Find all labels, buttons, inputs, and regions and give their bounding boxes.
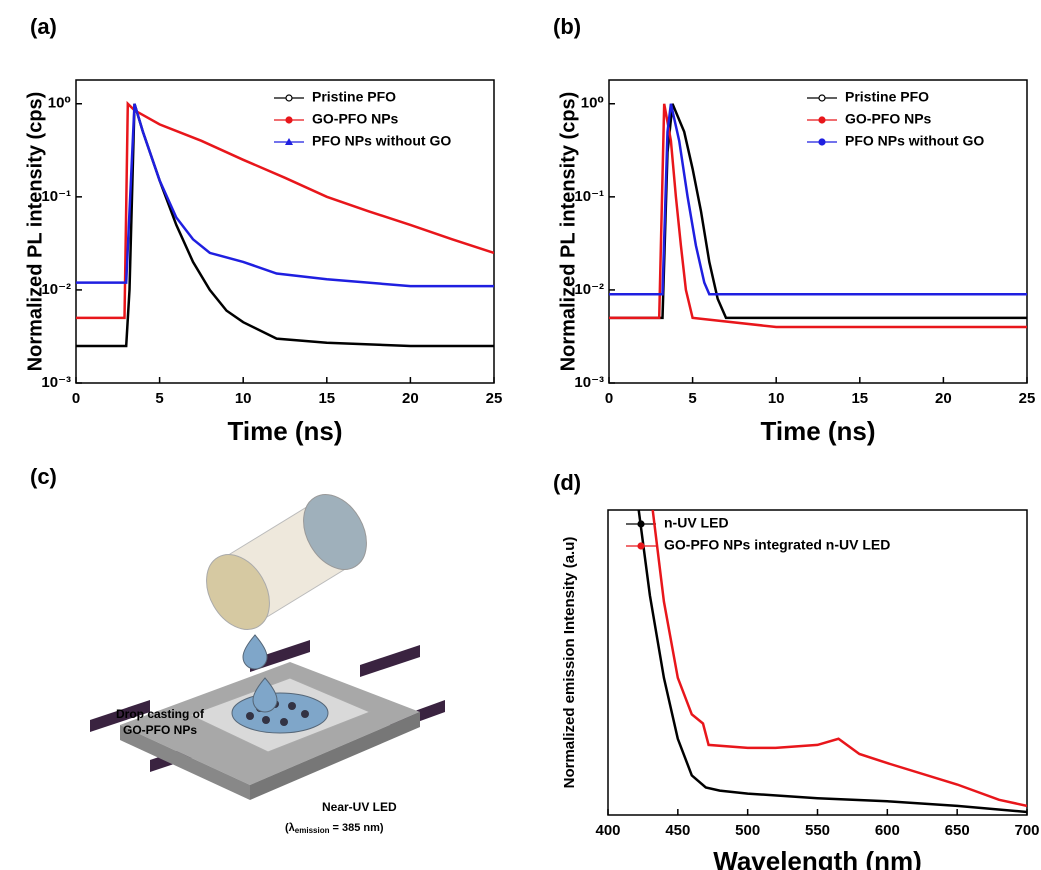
x-tick-label: 10	[768, 390, 785, 407]
panel-label: (c)	[30, 464, 57, 489]
x-tick-label: 0	[605, 390, 613, 407]
plot-frame	[75, 79, 495, 384]
x-tick-label: 20	[402, 390, 419, 407]
legend-marker	[818, 138, 826, 146]
x-tick-label: 20	[935, 390, 952, 407]
legend-marker	[818, 94, 826, 102]
y-tick-label: 10⁻¹	[41, 188, 71, 205]
led-package	[90, 640, 445, 800]
series-line	[76, 100, 494, 320]
panel-label: (d)	[553, 470, 581, 495]
y-axis-title: Normalized PL intensity (cps)	[557, 92, 579, 372]
x-tick-label: 5	[155, 390, 163, 407]
legend-label: GO-PFO NPs integrated n-UV LED	[664, 537, 890, 553]
legend-marker	[285, 94, 293, 102]
series-line	[609, 103, 1027, 329]
y-tick-label: 10⁻¹	[574, 188, 604, 205]
x-tick-label: 10	[235, 390, 252, 407]
x-tick-label: 5	[688, 390, 696, 407]
x-tick-label: 500	[735, 822, 760, 839]
legend-label: GO-PFO NPs	[312, 111, 399, 127]
series-line	[609, 103, 1027, 296]
legend-label: n-UV LED	[664, 515, 729, 531]
x-tick-label: 0	[72, 390, 80, 407]
legend-marker	[285, 138, 293, 145]
illustration: (c) Drop casting of GO-PF	[30, 464, 445, 835]
x-tick-label: 600	[875, 822, 900, 839]
droplets	[242, 634, 278, 713]
y-tick-label: 10⁻³	[574, 374, 604, 391]
x-tick-label: 700	[1014, 822, 1039, 839]
legend-label: PFO NPs without GO	[845, 133, 984, 149]
y-tick-label: 10⁻³	[41, 374, 71, 391]
y-tick-label: 10⁰	[48, 95, 71, 112]
caption: GO-PFO NPs	[123, 723, 197, 737]
y-axis-title: Normalized PL intensity (cps)	[24, 92, 46, 372]
panel-label: (a)	[30, 14, 57, 39]
series-line	[76, 103, 494, 288]
x-tick-label: 450	[665, 822, 690, 839]
x-tick-label: 15	[318, 390, 335, 407]
vial	[206, 494, 367, 630]
panel-label: (b)	[553, 14, 581, 39]
legend-marker	[818, 116, 826, 124]
y-axis-title: Normalized emission Intensity (a.u)	[561, 537, 578, 789]
x-tick-label: 550	[805, 822, 830, 839]
series-line	[637, 510, 1027, 814]
legend-marker	[637, 520, 645, 528]
legend-label: PFO NPs without GO	[312, 133, 451, 149]
legend-label: Pristine PFO	[845, 89, 929, 105]
caption: (λemission = 385 nm)	[285, 822, 384, 835]
y-tick-label: 10⁰	[581, 95, 604, 112]
y-tick-label: 10⁻²	[574, 281, 604, 298]
legend-label: Pristine PFO	[312, 89, 396, 105]
caption: emission	[295, 826, 330, 835]
x-tick-label: 650	[945, 822, 970, 839]
legend-marker	[637, 542, 645, 550]
caption: Near-UV LED	[322, 800, 397, 814]
x-axis-title: Wavelength (nm)	[713, 846, 921, 870]
x-tick-label: 15	[851, 390, 868, 407]
x-tick-label: 25	[486, 390, 503, 407]
series-line	[651, 510, 1027, 808]
x-axis-title: Time (ns)	[227, 416, 342, 446]
series-line	[76, 103, 494, 348]
plot-frame	[608, 79, 1028, 384]
legend-marker	[285, 116, 293, 124]
y-tick-label: 10⁻²	[41, 281, 71, 298]
caption: (λ	[285, 822, 295, 834]
caption: Drop casting of	[116, 707, 205, 721]
x-tick-label: 25	[1019, 390, 1036, 407]
x-tick-label: 400	[595, 822, 620, 839]
legend-label: GO-PFO NPs	[845, 111, 932, 127]
x-axis-title: Time (ns)	[760, 416, 875, 446]
caption: = 385 nm)	[329, 822, 383, 834]
plot-frame	[607, 509, 1028, 816]
